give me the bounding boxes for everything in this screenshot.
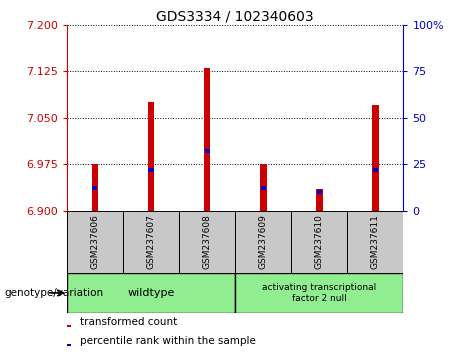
Text: activating transcriptional
factor 2 null: activating transcriptional factor 2 null (262, 283, 376, 303)
Bar (67, 273, 235, 313)
Title: GDS3334 / 102340603: GDS3334 / 102340603 (156, 10, 314, 24)
Bar (92, 164, 98, 211)
Bar (205, 149, 210, 153)
Bar (373, 168, 378, 172)
Bar (316, 189, 323, 211)
Bar (179, 211, 235, 273)
Bar (148, 168, 154, 172)
Bar (148, 102, 154, 211)
Bar (92, 186, 97, 190)
Text: percentile rank within the sample: percentile rank within the sample (80, 336, 256, 346)
Bar (260, 186, 266, 190)
Text: GSM237608: GSM237608 (202, 214, 212, 269)
Text: wildtype: wildtype (127, 288, 175, 298)
Bar (67, 344, 71, 346)
Bar (347, 211, 403, 273)
Bar (260, 164, 266, 211)
Text: transformed count: transformed count (80, 317, 177, 327)
Text: genotype/variation: genotype/variation (5, 288, 104, 298)
Text: GSM237607: GSM237607 (147, 214, 155, 269)
Bar (67, 325, 71, 327)
Bar (291, 211, 347, 273)
Bar (235, 273, 403, 313)
Bar (235, 211, 291, 273)
Text: GSM237606: GSM237606 (90, 214, 100, 269)
Text: GSM237611: GSM237611 (371, 214, 380, 269)
Text: GSM237610: GSM237610 (315, 214, 324, 269)
Bar (123, 211, 179, 273)
Bar (67, 211, 123, 273)
Bar (204, 68, 210, 211)
Text: GSM237609: GSM237609 (259, 214, 268, 269)
Bar (372, 105, 378, 211)
Bar (317, 190, 322, 194)
